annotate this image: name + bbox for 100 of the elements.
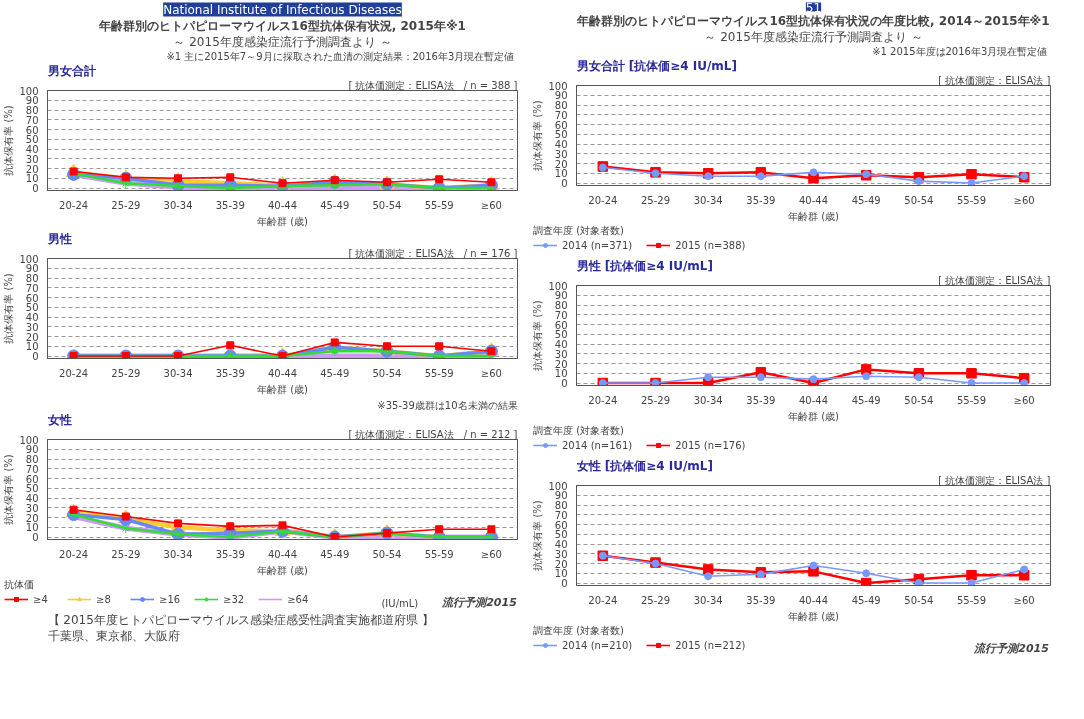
- x-tick-label: 20-24: [588, 394, 618, 406]
- text: 流行予測2015: [973, 641, 1050, 655]
- y-tick-label: 20: [25, 331, 39, 343]
- x-tick-label: 45-49: [851, 394, 881, 406]
- legend-label: 2015 (n=176): [675, 439, 746, 451]
- text: 年齢群別のヒトパピローマウイルス16型抗体保有状況, 2015年※1: [98, 18, 466, 33]
- y-tick-label: 10: [25, 522, 39, 534]
- y-tick-label: 70: [554, 509, 568, 521]
- x-tick-label: 35-39: [215, 548, 245, 560]
- x-tick-label: 20-24: [588, 194, 618, 206]
- y-tick-label: 0: [32, 351, 39, 363]
- y-tick-label: 10: [554, 168, 568, 180]
- y-tick-label: 20: [554, 558, 568, 570]
- x-tick-label: 25-29: [640, 194, 671, 206]
- text: (IU/mL): [381, 597, 419, 609]
- legend-label: ≥16: [159, 593, 181, 605]
- y-tick-label: 90: [554, 90, 568, 102]
- y-tick-label: 10: [25, 173, 39, 185]
- x-tick-label: 55-59: [956, 594, 987, 606]
- x-axis-title: 年齢群 (歳): [788, 610, 840, 622]
- x-tick-label: 45-49: [851, 594, 881, 606]
- y-tick-label: 60: [554, 519, 568, 531]
- x-axis-title: 年齢群 (歳): [257, 564, 309, 576]
- y-tick-label: 80: [554, 100, 568, 112]
- x-axis-title: 年齢群 (歳): [788, 210, 840, 222]
- x-tick-label: 20-24: [59, 548, 89, 560]
- y-tick-label: 90: [554, 490, 568, 502]
- legend-label: ≥64: [287, 593, 309, 605]
- legend-label: ≥8: [96, 593, 112, 605]
- text: ※35-39歳群は10名未満の結果: [377, 399, 518, 411]
- legend-label: 2014 (n=161): [562, 439, 633, 451]
- x-tick-label: 25-29: [640, 394, 671, 406]
- legend-label: 2014 (n=210): [562, 639, 633, 651]
- y-tick-label: 0: [561, 178, 568, 190]
- y-tick-label: 30: [554, 348, 568, 360]
- text: 51: [805, 0, 822, 15]
- legend-label: ≥32: [223, 593, 245, 605]
- y-axis-title: 抗体保有率 (%): [532, 100, 544, 171]
- y-tick-label: 90: [25, 263, 39, 275]
- text: National Institute of Infectious Diseases: [163, 2, 402, 17]
- legend-label: 2015 (n=388): [675, 239, 746, 251]
- x-tick-label: 40-44: [267, 199, 298, 211]
- y-tick-label: 40: [554, 539, 568, 551]
- y-tick-label: 0: [561, 378, 568, 390]
- x-tick-label: ≥60: [1013, 194, 1035, 206]
- y-tick-label: 30: [25, 153, 39, 165]
- x-tick-label: 30-34: [693, 594, 723, 606]
- x-tick-label: ≥60: [1013, 394, 1035, 406]
- y-tick-label: 80: [25, 273, 39, 285]
- y-tick-label: 80: [554, 500, 568, 512]
- y-axis-title: 抗体保有率 (%): [532, 300, 544, 371]
- y-tick-label: 80: [554, 300, 568, 312]
- text: ～ 2015年度感染症流行予測調査より ～: [704, 29, 923, 44]
- y-tick-label: 60: [25, 124, 39, 136]
- y-tick-label: 70: [25, 463, 39, 475]
- legend-title: 抗体価: [4, 578, 35, 592]
- y-tick-label: 90: [554, 290, 568, 302]
- y-tick-label: 30: [554, 548, 568, 560]
- x-tick-label: 50-54: [904, 394, 934, 406]
- x-tick-label: ≥60: [480, 548, 502, 560]
- x-tick-label: 35-39: [746, 194, 776, 206]
- x-axis-title: 年齢群 (歳): [788, 410, 840, 422]
- x-tick-label: 35-39: [746, 594, 776, 606]
- y-tick-label: 30: [25, 502, 39, 514]
- chart-title: 女性 [抗体価≥4 IU/mL]: [575, 458, 713, 473]
- y-tick-label: 100: [19, 253, 39, 265]
- y-tick-label: 20: [25, 163, 39, 175]
- chart-subtitle: [ 抗体価測定：ELISA法 / n = 176 ]: [348, 247, 518, 259]
- x-tick-label: 30-34: [163, 367, 193, 379]
- y-tick-label: 50: [25, 302, 39, 314]
- x-tick-label: 25-29: [111, 367, 141, 379]
- y-tick-label: 10: [554, 368, 568, 380]
- x-tick-label: 40-44: [798, 394, 829, 406]
- y-tick-label: 40: [554, 339, 568, 351]
- x-tick-label: 40-44: [798, 594, 829, 606]
- y-tick-label: 100: [548, 80, 568, 92]
- y-tick-label: 100: [19, 434, 39, 446]
- y-tick-label: 70: [554, 109, 568, 121]
- y-tick-label: 50: [25, 483, 39, 495]
- y-tick-label: 30: [554, 148, 568, 160]
- chart-title: 男女合計: [46, 63, 96, 78]
- y-tick-label: 50: [554, 529, 568, 541]
- x-tick-label: ≥60: [480, 367, 502, 379]
- x-tick-label: 35-39: [746, 394, 776, 406]
- chart-subtitle: [ 抗体価測定：ELISA法 / n = 212 ]: [348, 428, 518, 440]
- x-tick-label: 55-59: [424, 548, 454, 560]
- y-tick-label: 0: [561, 578, 568, 590]
- y-tick-label: 20: [554, 158, 568, 170]
- y-tick-label: 20: [25, 512, 39, 524]
- y-tick-label: 40: [25, 493, 39, 505]
- x-tick-label: 50-54: [904, 194, 934, 206]
- text: ～ 2015年度感染症流行予測調査より ～: [173, 34, 392, 49]
- x-tick-label: 30-34: [163, 199, 193, 211]
- x-tick-label: 20-24: [588, 594, 618, 606]
- y-tick-label: 100: [548, 280, 568, 292]
- y-tick-label: 10: [25, 341, 39, 353]
- x-tick-label: 40-44: [267, 367, 298, 379]
- x-tick-label: 45-49: [320, 548, 350, 560]
- x-tick-label: 30-34: [163, 548, 193, 560]
- chart-title: 男性: [46, 231, 72, 246]
